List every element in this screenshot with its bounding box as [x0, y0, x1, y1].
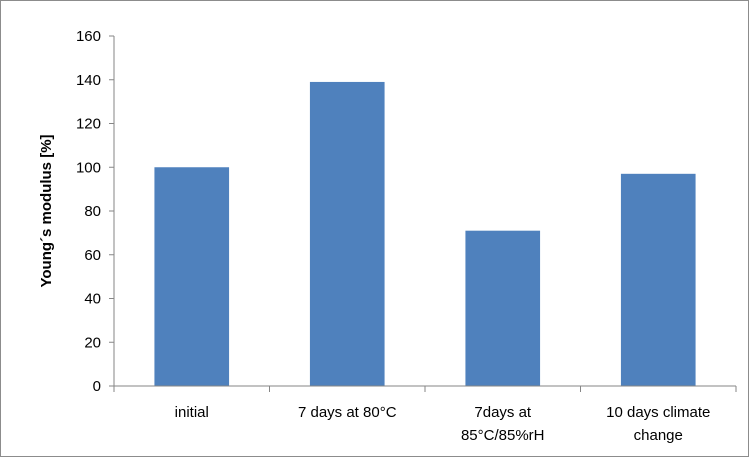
y-tick-label: 20: [84, 334, 101, 351]
y-tick-label: 60: [84, 247, 101, 264]
bar-3: [465, 230, 541, 386]
y-tick-label: 80: [84, 203, 101, 220]
y-tick-label: 140: [76, 72, 101, 89]
y-tick-label: 120: [76, 116, 101, 133]
y-tick-label: 0: [93, 378, 101, 395]
x-category-label: initial: [175, 404, 209, 421]
axes-layer: [109, 35, 737, 392]
x-category-label: 7 days at 80°C: [298, 404, 397, 421]
y-tick-label: 40: [84, 291, 101, 308]
x-category-label: 10 days climate change: [606, 404, 710, 444]
bar-2: [309, 81, 385, 386]
bars-layer: [154, 81, 696, 386]
y-tick-label: 100: [76, 159, 101, 176]
y-axis-title: Young´s modulus [%]: [38, 134, 55, 287]
y-tick-label: 160: [76, 28, 101, 45]
bar-1: [154, 167, 230, 386]
bar-4: [620, 173, 696, 386]
labels-layer: 0 20 40 60 80 100 120 140 160 initial 7 days at 80…: [76, 28, 710, 444]
x-category-label: 7days at 85°C/85%rH: [461, 404, 545, 444]
